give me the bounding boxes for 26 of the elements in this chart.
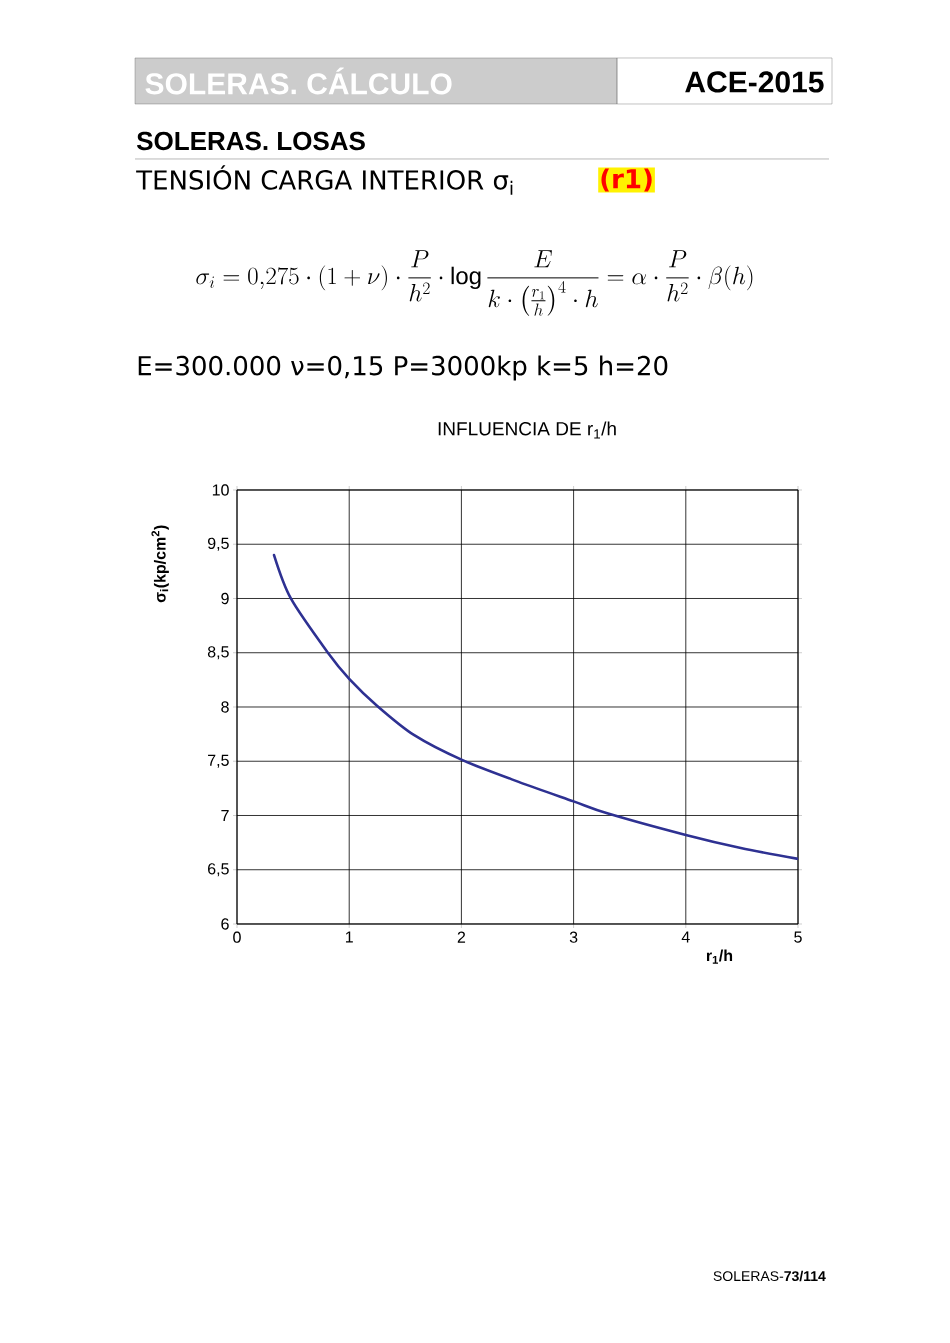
x-axis-title: r$_{1}$/h [706, 949, 733, 964]
x-tick-label: 0 [233, 931, 241, 943]
text: TENSIÓN CARGA INTERIOR σ$_{i}$ [136, 165, 513, 195]
y-tick-label: 9 [221, 592, 229, 605]
y-tick-label: 8 [221, 701, 229, 713]
text: ACE-2015 [685, 71, 824, 93]
y-tick-label: 7,5 [208, 754, 229, 768]
y-axis-title: σ$_{i}$(kp/cm$^{2}$) [151, 525, 169, 603]
y-tick-label: 6,5 [208, 863, 229, 877]
text: $\sigma_{i} = 0{,}275\cdot(1+\nu)\cdot\frac{P}{h^{2}}\cdot\log\frac{E}{k\cdot\left(\frac{r_{1}}{h}\right)^{4}\cdot h} = \alpha\cdot\frac{P}{h^{2}}\cdot\beta(h)$ [196, 250, 753, 316]
x-tick-label: 4 [681, 931, 690, 943]
x-tick-label: 3 [569, 931, 578, 943]
y-tick-label: 9,5 [207, 537, 229, 551]
chart-title: INFLUENCIA DE r$_{1}$/h [438, 421, 616, 439]
x-tick-label: 2 [457, 931, 466, 943]
text: (r1) [601, 168, 652, 192]
text: E=300.000 ν=0,15 P=3000kp k=5 h=20 [138, 355, 668, 381]
x-tick-label: 5 [794, 931, 802, 943]
text: SOLERAS-73/114 [713, 1270, 826, 1282]
y-tick-label: 10 [212, 484, 229, 496]
y-tick-label: 8,5 [207, 646, 229, 660]
x-tick-label: 1 [345, 931, 353, 943]
y-tick-label: 6 [221, 918, 229, 930]
y-tick-label: 7 [221, 809, 229, 821]
line-series [272, 553, 799, 861]
text: SOLERAS. LOSAS [136, 131, 365, 151]
